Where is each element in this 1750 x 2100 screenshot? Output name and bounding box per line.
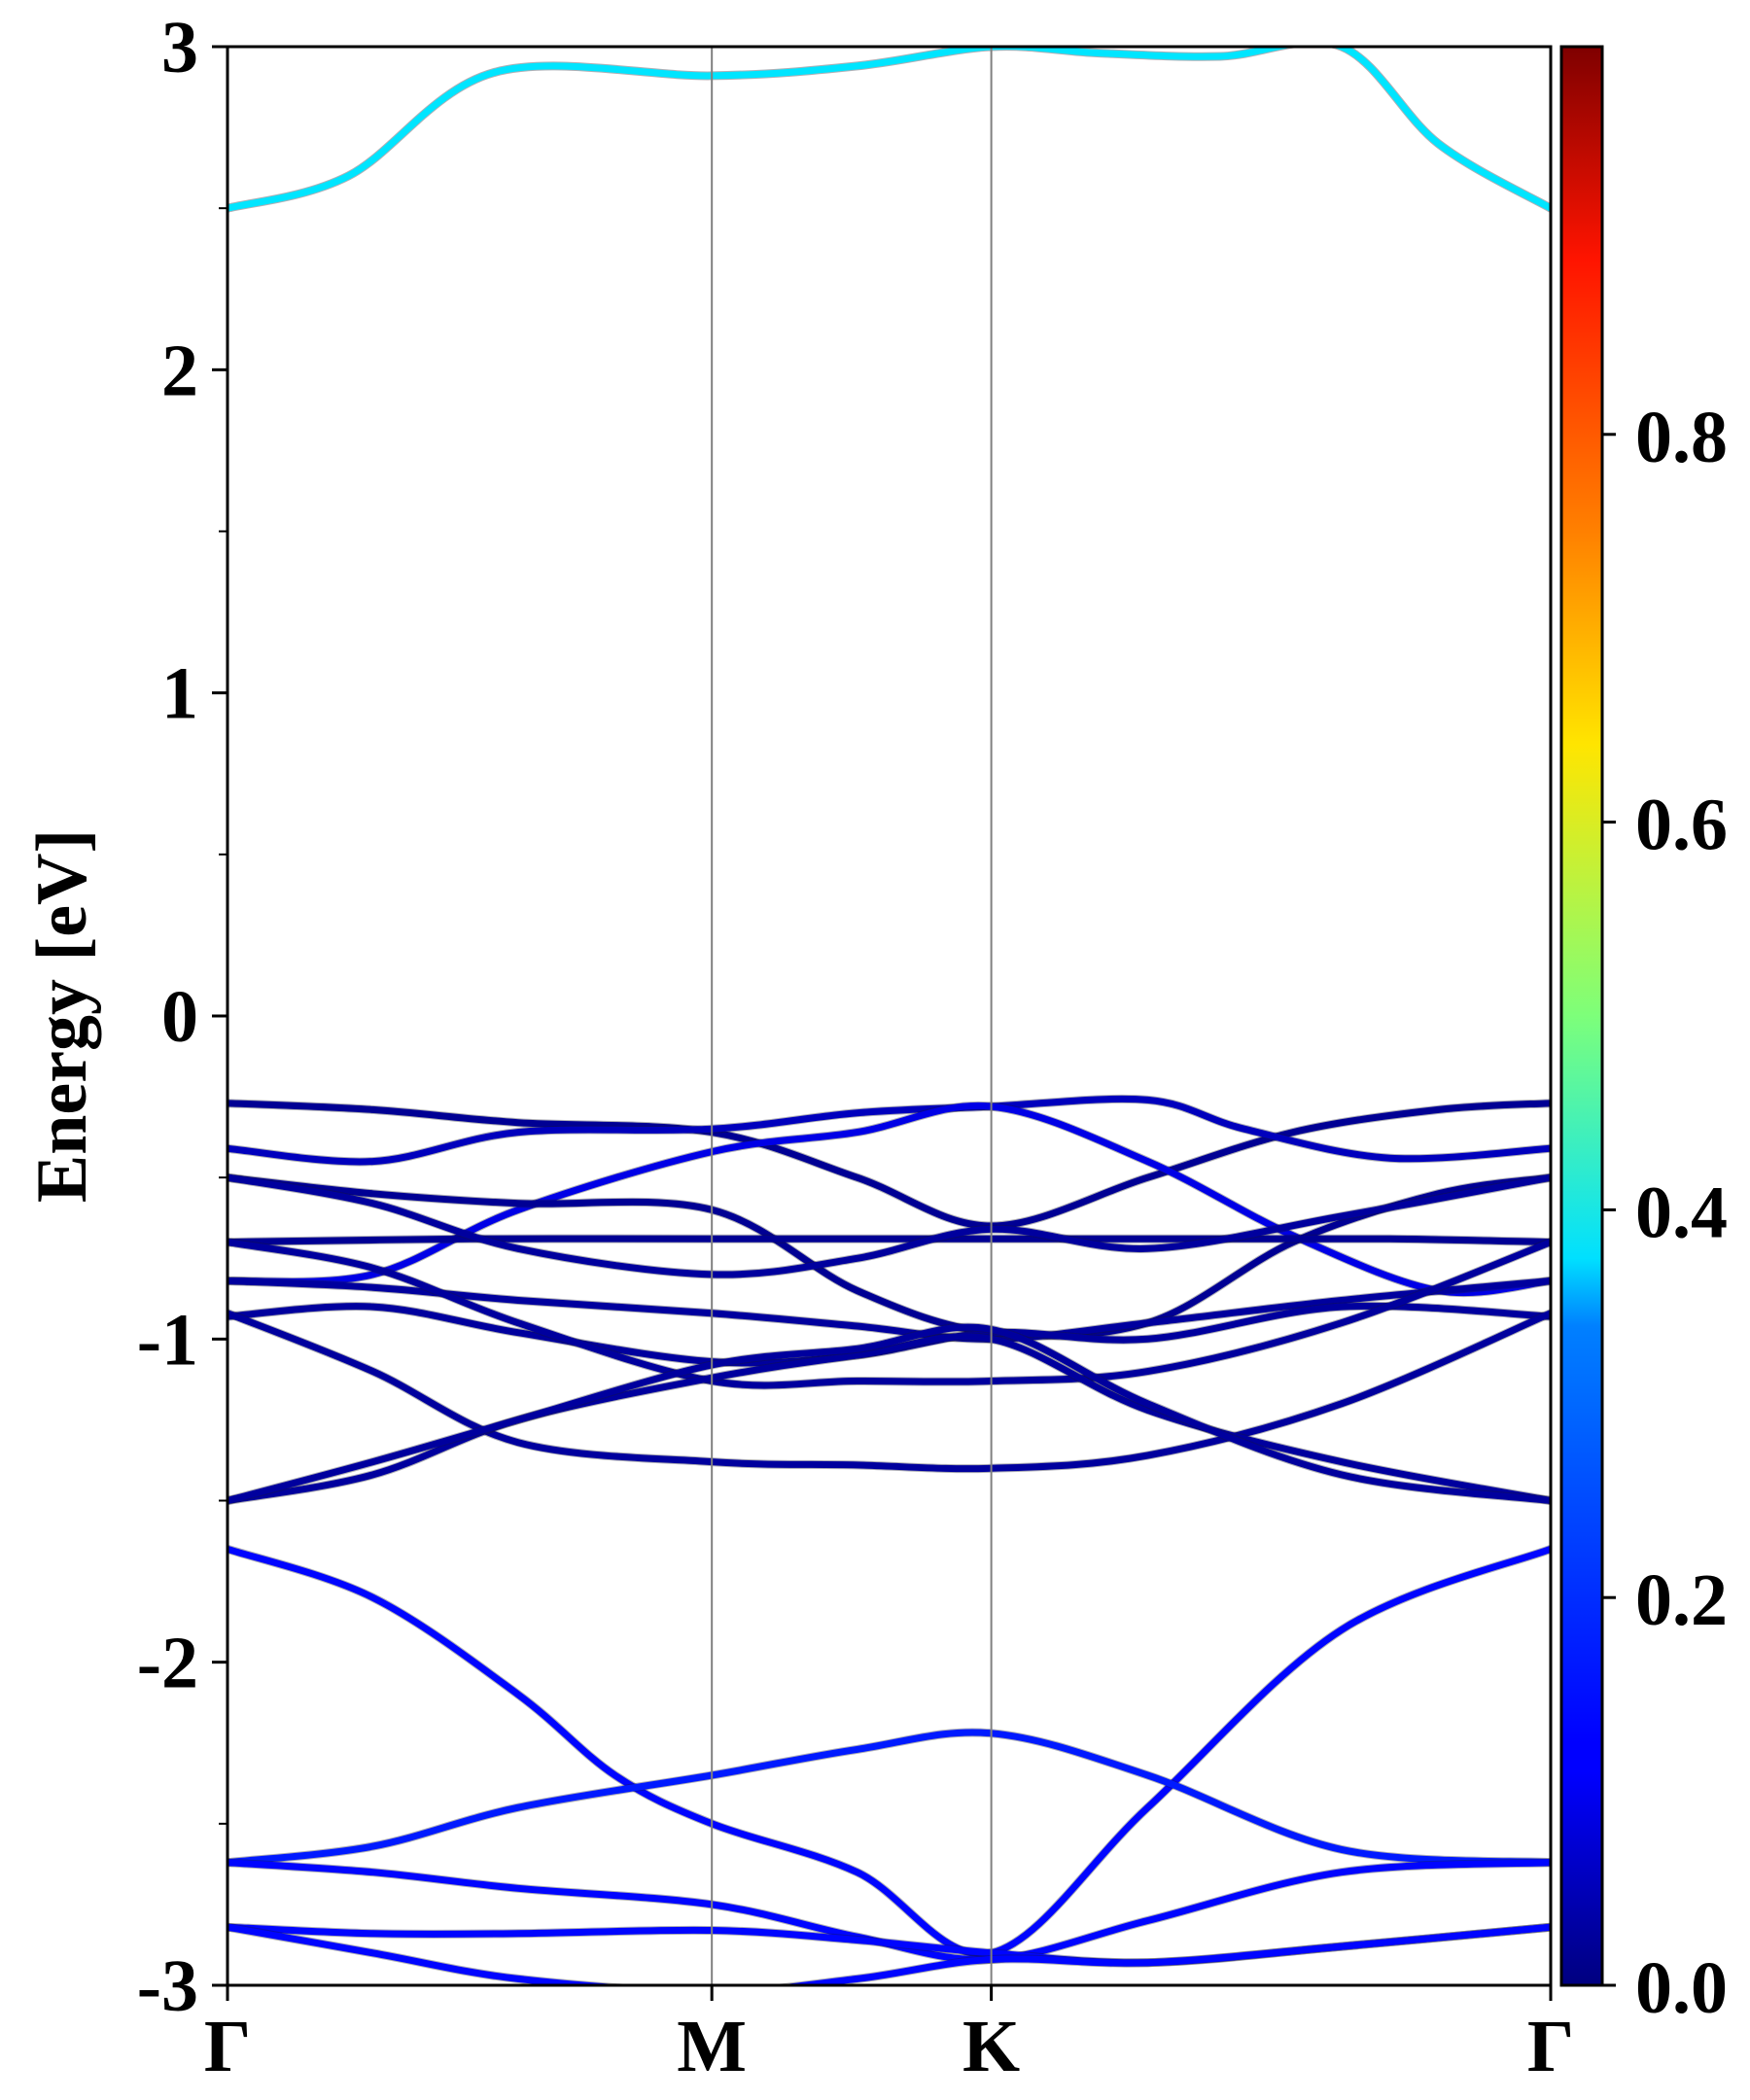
band-outline-0 xyxy=(228,47,1551,213)
band-line-12 xyxy=(228,1323,1551,1504)
y-axis-title: Energy [eV] xyxy=(22,829,102,1203)
band-line-6 xyxy=(228,1173,1551,1278)
band-line-13 xyxy=(228,1545,1551,1958)
band-line-2 xyxy=(228,1095,1551,1166)
colorbar-tick-label: 0.4 xyxy=(1635,1172,1728,1253)
band-line-11 xyxy=(228,1333,1551,1504)
y-tick-label: -2 xyxy=(137,1623,198,1704)
y-tick-label: 2 xyxy=(161,330,198,411)
y-tick-label: -3 xyxy=(137,1945,198,2027)
x-tick-label: Γ xyxy=(204,2006,251,2087)
colorbar-tick-label: 0.2 xyxy=(1635,1559,1728,1641)
x-tick-label: M xyxy=(677,2006,747,2087)
y-tick-label: 0 xyxy=(161,976,198,1058)
colorbar-tick-label: 0.8 xyxy=(1635,397,1728,478)
bands-layer xyxy=(228,47,1551,1985)
band-line-17 xyxy=(228,1923,1551,1985)
colorbar-ticks: 0.0 0.2 0.4 0.6 0.8 xyxy=(1602,397,1728,2029)
plot-frame xyxy=(226,45,1553,1987)
colorbar-tick-label: 0.6 xyxy=(1635,785,1728,866)
band-line-3 xyxy=(228,1102,1551,1297)
k-point-lines xyxy=(711,47,993,1985)
y-tick-label: 3 xyxy=(161,7,198,88)
band-line-10 xyxy=(228,1310,1551,1473)
x-tick-label: K xyxy=(962,2006,1020,2087)
band-line-5 xyxy=(228,1235,1551,1246)
y-tick-label: -1 xyxy=(137,1299,198,1381)
y-axis-ticks: -3 -2 -1 0 1 2 3 xyxy=(137,7,228,2027)
band-line-7 xyxy=(228,1278,1551,1343)
band-line-14 xyxy=(228,1729,1551,1867)
x-tick-label: Γ xyxy=(1527,2006,1574,2087)
band-outline-14 xyxy=(228,1728,1551,1868)
plot-border xyxy=(226,45,1553,1987)
y-tick-label: 1 xyxy=(161,653,198,735)
band-line-9 xyxy=(228,1239,1551,1389)
colorbar: 0.0 0.2 0.4 0.6 0.8 xyxy=(1559,45,1728,2029)
colorbar-tick-label: 0.0 xyxy=(1635,1947,1728,2029)
band-line-0 xyxy=(228,47,1551,212)
band-line-4 xyxy=(228,1173,1551,1340)
colorbar-gradient xyxy=(1559,45,1604,1987)
band-line-1 xyxy=(228,1100,1551,1230)
